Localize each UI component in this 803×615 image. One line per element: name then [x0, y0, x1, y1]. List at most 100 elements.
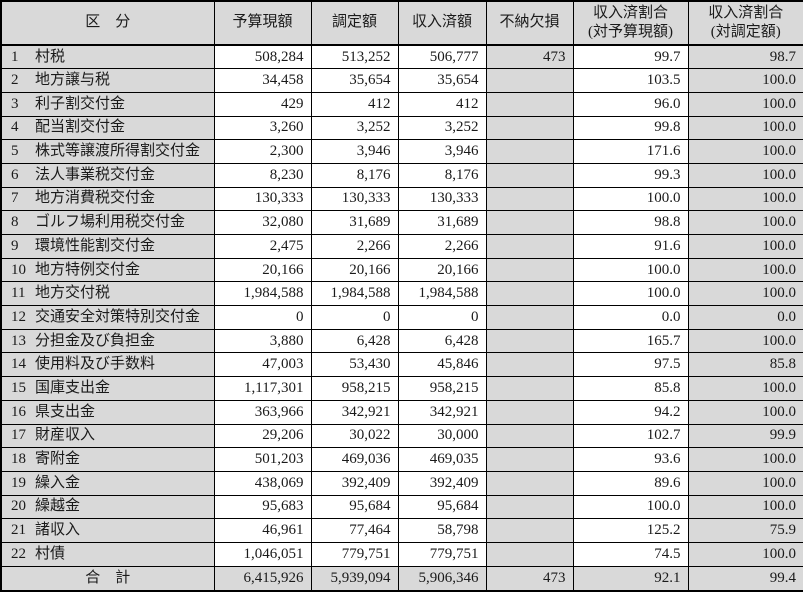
- table-row: 11 地方交付税 1,984,588 1,984,588 1,984,588 100.0 1…: [0, 281, 803, 307]
- received-cell: 958,215: [397, 376, 487, 401]
- ratio-budget-cell: 97.5: [572, 352, 689, 378]
- row-label: 配当割交付金: [35, 119, 126, 136]
- received-cell: 45,846: [397, 352, 487, 378]
- budget-cell: 34,458: [213, 68, 312, 93]
- assessed-cell: 8,176: [310, 162, 399, 188]
- row-label: 繰入金: [35, 474, 81, 491]
- total-ratio-assessed-cell: 99.4: [687, 565, 803, 592]
- category-cell: 12 交通安全対策特別交付金: [0, 305, 215, 330]
- header-row: 区 分 予算現額 調定額 収入済額 不納欠損 収入済割合 (対予算現額) 収入済…: [0, 0, 803, 46]
- ratio-assessed-cell: 100.0: [687, 328, 803, 354]
- revenue-settlement-table: 区 分 予算現額 調定額 収入済額 不納欠損 収入済割合 (対予算現額) 収入済…: [0, 0, 803, 592]
- table-row: 21 諸収入 46,961 77,464 58,798 125.2 75.9: [0, 518, 803, 543]
- row-number: 14: [11, 356, 26, 373]
- received-cell: 8,176: [397, 162, 487, 188]
- header-ratio-assessed: 収入済割合 (対調定額): [687, 0, 803, 46]
- category-cell: 8 ゴルフ場利用税交付金: [0, 210, 215, 235]
- total-ratio-budget-cell: 92.1: [572, 565, 689, 592]
- table-row: 7 地方消費税交付金 130,333 130,333 130,333 100.0 100.0: [0, 186, 803, 212]
- assessed-cell: 779,751: [310, 541, 399, 567]
- loss-cell: [485, 541, 574, 567]
- table-row: 2 地方譲与税 34,458 35,654 35,654 103.5 100.0: [0, 68, 803, 93]
- ratio-budget-cell: 100.0: [572, 494, 689, 520]
- loss-cell: [485, 352, 574, 378]
- row-label: 使用料及び手数料: [35, 356, 156, 373]
- row-label: 利子割交付金: [35, 95, 126, 112]
- row-number: 6: [11, 166, 19, 183]
- table-body: 1 村税 508,284 513,252 506,777 473 99.7 98.7 2 地方譲与…: [0, 44, 803, 592]
- ratio-assessed-cell: 100.0: [687, 91, 803, 117]
- category-cell: 15 国庫支出金: [0, 376, 215, 401]
- row-label: 財産収入: [35, 427, 96, 444]
- row-number: 2: [11, 72, 19, 89]
- ratio-assessed-cell: 100.0: [687, 541, 803, 567]
- ratio-assessed-cell: 100.0: [687, 115, 803, 141]
- header-received: 収入済額: [397, 0, 487, 46]
- total-row: 合 計 6,415,926 5,939,094 5,906,346 473 92.1 99.…: [0, 565, 803, 592]
- ratio-assessed-cell: 100.0: [687, 234, 803, 259]
- assessed-cell: 1,984,588: [310, 281, 399, 307]
- received-cell: 1,984,588: [397, 281, 487, 307]
- ratio-budget-cell: 96.0: [572, 91, 689, 117]
- table-row: 3 利子割交付金 429 412 412 96.0 100.0: [0, 91, 803, 117]
- assessed-cell: 342,921: [310, 399, 399, 425]
- ratio-assessed-cell: 100.0: [687, 447, 803, 472]
- table-row: 6 法人事業税交付金 8,230 8,176 8,176 99.3 100.0: [0, 162, 803, 188]
- row-label: 環境性能割交付金: [35, 237, 156, 254]
- header-budget: 予算現額: [213, 0, 312, 46]
- ratio-budget-cell: 100.0: [572, 257, 689, 283]
- assessed-cell: 0: [310, 305, 399, 330]
- table-row: 8 ゴルフ場利用税交付金 32,080 31,689 31,689 98.8 100.0: [0, 210, 803, 235]
- loss-cell: [485, 186, 574, 212]
- ratio-assessed-cell: 100.0: [687, 68, 803, 93]
- ratio-budget-cell: 99.3: [572, 162, 689, 188]
- category-cell: 6 法人事業税交付金: [0, 162, 215, 188]
- ratio-assessed-cell: 100.0: [687, 470, 803, 496]
- table-row: 5 株式等譲渡所得割交付金 2,300 3,946 3,946 171.6 100.0: [0, 139, 803, 164]
- loss-cell: [485, 399, 574, 425]
- loss-cell: [485, 328, 574, 354]
- ratio-budget-cell: 171.6: [572, 139, 689, 164]
- category-cell: 16 県支出金: [0, 399, 215, 425]
- received-cell: 58,798: [397, 518, 487, 543]
- loss-cell: [485, 234, 574, 259]
- received-cell: 3,252: [397, 115, 487, 141]
- row-number: 10: [11, 261, 26, 278]
- header-ratio-budget: 収入済割合 (対予算現額): [572, 0, 689, 46]
- assessed-cell: 3,946: [310, 139, 399, 164]
- received-cell: 0: [397, 305, 487, 330]
- ratio-assessed-cell: 99.9: [687, 423, 803, 449]
- ratio-assessed-cell: 0.0: [687, 305, 803, 330]
- received-cell: 779,751: [397, 541, 487, 567]
- table-row: 16 県支出金 363,966 342,921 342,921 94.2 100.0: [0, 399, 803, 425]
- row-number: 9: [11, 237, 19, 254]
- category-cell: 10 地方特例交付金: [0, 257, 215, 283]
- table-row: 17 財産収入 29,206 30,022 30,000 102.7 99.9: [0, 423, 803, 449]
- ratio-budget-cell: 89.6: [572, 470, 689, 496]
- row-label: 繰越金: [35, 498, 81, 515]
- row-number: 22: [11, 545, 26, 562]
- row-label: 村税: [35, 48, 66, 65]
- ratio-budget-cell: 100.0: [572, 281, 689, 307]
- category-cell: 7 地方消費税交付金: [0, 186, 215, 212]
- table-row: 1 村税 508,284 513,252 506,777 473 99.7 98.7: [0, 44, 803, 70]
- loss-cell: [485, 376, 574, 401]
- received-cell: 412: [397, 91, 487, 117]
- budget-cell: 0: [213, 305, 312, 330]
- table-row: 19 繰入金 438,069 392,409 392,409 89.6 100.0: [0, 470, 803, 496]
- category-cell: 2 地方譲与税: [0, 68, 215, 93]
- budget-cell: 20,166: [213, 257, 312, 283]
- assessed-cell: 35,654: [310, 68, 399, 93]
- budget-cell: 363,966: [213, 399, 312, 425]
- row-number: 18: [11, 451, 26, 468]
- total-label-cell: 合 計: [0, 565, 215, 592]
- row-label: 県支出金: [35, 403, 96, 420]
- ratio-assessed-cell: 85.8: [687, 352, 803, 378]
- received-cell: 95,684: [397, 494, 487, 520]
- budget-cell: 130,333: [213, 186, 312, 212]
- table-row: 12 交通安全対策特別交付金 0 0 0 0.0 0.0: [0, 305, 803, 330]
- row-label: ゴルフ場利用税交付金: [35, 214, 186, 231]
- budget-cell: 3,880: [213, 328, 312, 354]
- row-number: 13: [11, 332, 26, 349]
- budget-cell: 3,260: [213, 115, 312, 141]
